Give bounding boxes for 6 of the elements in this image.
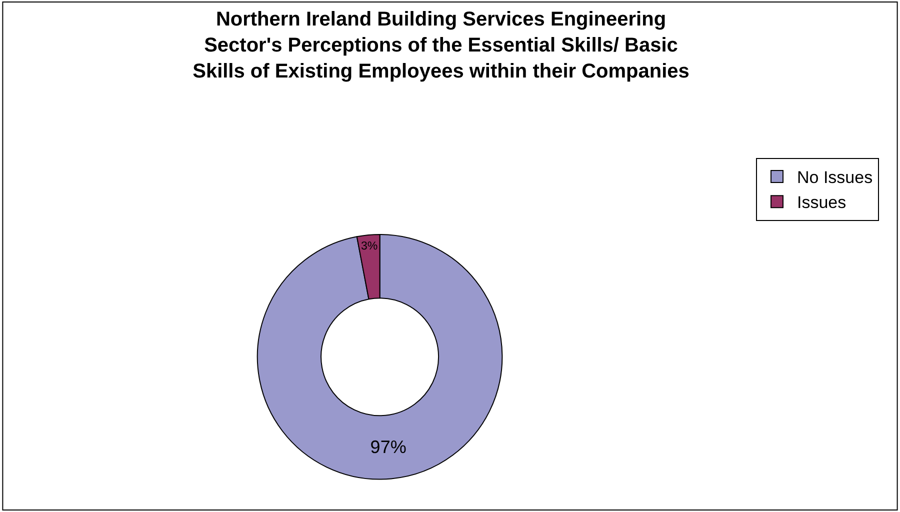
donut-slice [257,234,503,480]
chart-title: Northern Ireland Building Services Engineering Sector's Perceptions of the Essential Skills/ Basic Skills of Existing Employees within their Companies [192,8,690,83]
legend-label: No Issues [797,168,873,188]
legend-label: Issues [797,193,846,212]
data-label: 3% [360,240,378,252]
data-label: 97% [370,437,406,458]
